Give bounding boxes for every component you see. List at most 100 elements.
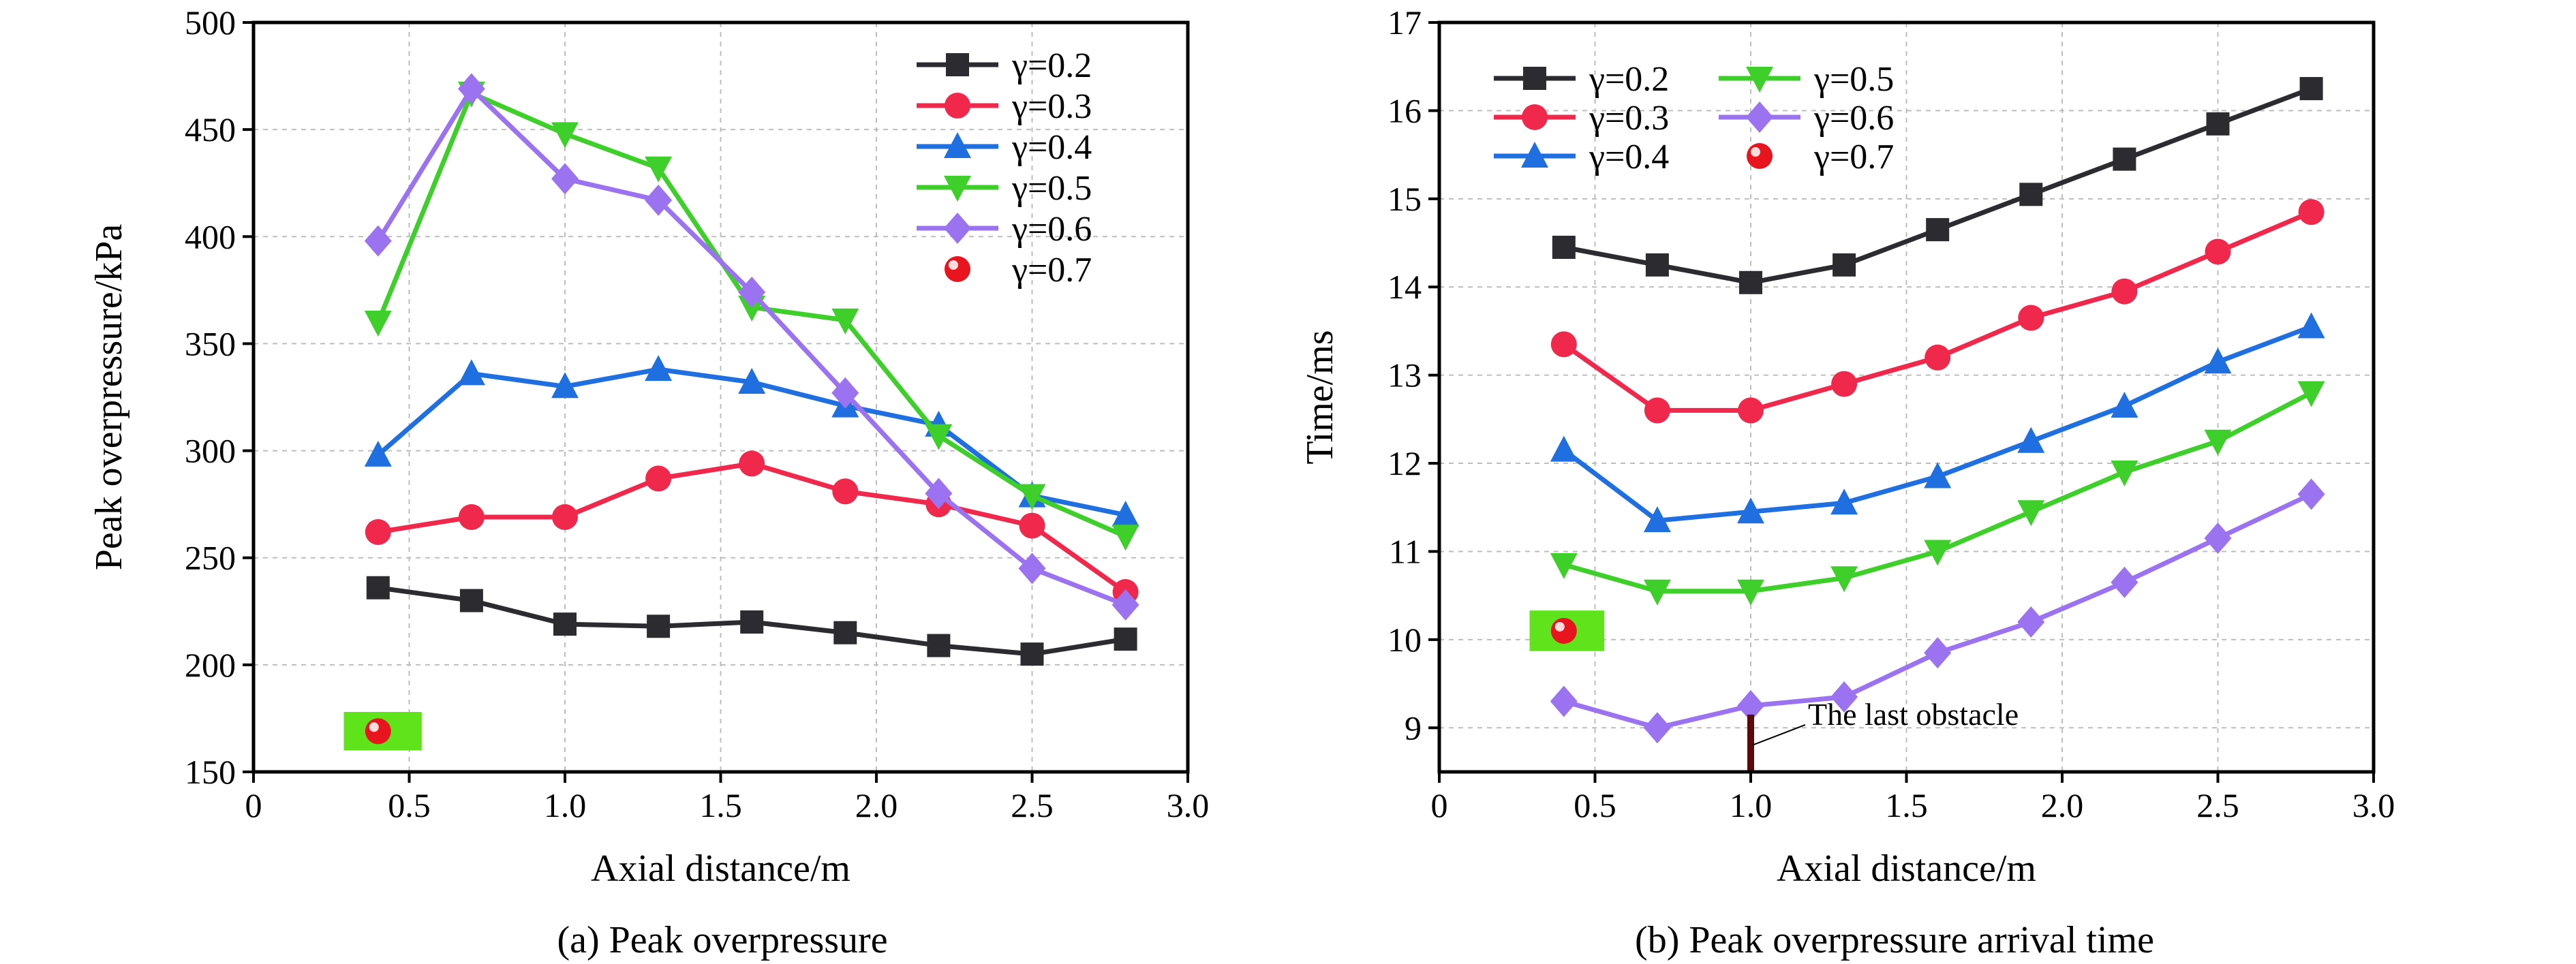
data-point — [2111, 566, 2138, 598]
data-point — [831, 308, 859, 335]
data-point — [2113, 147, 2136, 171]
x-tick-label: 0 — [1431, 786, 1448, 824]
x-tick-label: 2.5 — [1011, 786, 1054, 824]
data-point — [1550, 435, 1578, 462]
y-tick-label: 250 — [185, 539, 236, 577]
y-tick-label: 9 — [1405, 709, 1422, 747]
data-point — [1550, 617, 1577, 644]
data-point — [1114, 627, 1137, 651]
data-point — [2111, 391, 2138, 418]
data-point — [2299, 77, 2323, 101]
caption-panel-b: (b) Peak overpressure arrival time — [1635, 919, 2154, 961]
x-tick-label: 3.0 — [2352, 786, 2395, 824]
x-axis-label: Axial distance/m — [1777, 848, 2036, 890]
y-tick-label: 150 — [185, 753, 236, 791]
data-point — [1833, 253, 1856, 277]
data-point — [1111, 589, 1139, 621]
data-point — [364, 225, 392, 257]
data-point — [457, 73, 485, 105]
series-0-6 — [1550, 478, 2325, 744]
data-point — [2204, 347, 2232, 374]
data-point — [2205, 238, 2231, 265]
legend-item-0-5: γ=0.5 — [917, 169, 1092, 208]
data-point — [1644, 397, 1670, 424]
legend-marker — [944, 176, 971, 202]
x-tick-label: 2.5 — [2196, 786, 2239, 824]
x-tick-label: 2.0 — [2041, 786, 2084, 824]
series-0-4 — [1550, 312, 2325, 533]
data-point — [1018, 484, 1046, 510]
legend-label: γ=0.2 — [1011, 46, 1092, 85]
data-point — [1550, 685, 1578, 717]
data-point — [833, 621, 857, 644]
legend-item-0-6: γ=0.6 — [1719, 99, 1894, 138]
data-point — [365, 718, 391, 745]
x-tick-label: 2.0 — [855, 786, 898, 824]
data-point — [1925, 344, 1951, 371]
series-line — [1563, 86, 2312, 285]
data-point — [553, 612, 577, 636]
data-point — [2019, 183, 2043, 206]
y-tick-label: 15 — [1387, 180, 1422, 218]
data-point — [1737, 497, 1764, 524]
y-axis-label: Time/ms — [1299, 330, 1341, 464]
chart-panel-peak-overpressure: 0 0.5 1.0 1.5 2.0 2.5 3.0 150 200 250 300 350 400 450… — [88, 3, 1209, 890]
x-tick-label: 3.0 — [1167, 786, 1210, 824]
legend-item-0-3: γ=0.3 — [1494, 99, 1669, 138]
data-point — [551, 163, 579, 195]
legend-marker — [945, 256, 970, 282]
data-point — [739, 450, 765, 477]
legend-marker — [1521, 142, 1548, 168]
legend-label: γ=0.7 — [1813, 138, 1894, 176]
legend-label: γ=0.3 — [1011, 87, 1092, 126]
data-point — [1643, 579, 1671, 606]
data-point — [927, 634, 951, 657]
y-tick-label: 11 — [1389, 532, 1422, 570]
legend-item-0-5: γ=0.5 — [1719, 60, 1894, 99]
data-point — [1550, 553, 1578, 579]
data-point — [1737, 689, 1764, 721]
data-point — [645, 465, 672, 492]
data-point — [2018, 305, 2044, 331]
legend-marker — [1747, 143, 1773, 169]
legend-marker — [946, 53, 969, 76]
legend: γ=0.2γ=0.3γ=0.4 γ=0.5γ=0.6γ=0.7 — [1494, 60, 1894, 176]
series-0-7 — [1550, 617, 1577, 644]
data-point — [1645, 253, 1669, 277]
series-line — [1562, 210, 2312, 413]
data-point — [551, 372, 579, 399]
legend-label: γ=0.6 — [1813, 99, 1894, 138]
legend-marker — [1523, 67, 1546, 90]
data-point — [365, 519, 391, 545]
data-point — [2297, 312, 2325, 339]
series-line — [1563, 492, 2313, 730]
data-point — [1111, 525, 1139, 551]
chart-panel-arrival-time: The last obstacle 0 0.5 1.0 1.5 2.0 2.5 3.0 9 10 1… — [1299, 3, 2395, 890]
data-point — [2111, 278, 2138, 305]
data-point — [551, 122, 579, 149]
data-point-highlight — [369, 722, 379, 732]
x-tick-label: 1.5 — [699, 786, 742, 824]
y-axis-label: Peak overpressure/kPa — [88, 224, 130, 571]
legend-marker — [1746, 67, 1773, 93]
series-0-2 — [1552, 77, 2323, 294]
x-axis-label: Axial distance/m — [591, 848, 850, 890]
data-point — [2298, 199, 2325, 226]
data-point — [831, 377, 859, 409]
data-point — [1020, 642, 1044, 666]
data-point — [1552, 236, 1576, 259]
series-0-6 — [364, 73, 1139, 621]
series-0-7 — [365, 718, 391, 745]
annotation-leader — [1751, 724, 1806, 746]
data-point — [2017, 606, 2045, 638]
x-tick-label: 1.0 — [1730, 786, 1773, 824]
legend-label: γ=0.5 — [1011, 169, 1092, 208]
legend-item-0-7: γ=0.7 — [945, 251, 1092, 290]
y-tick-label: 500 — [185, 3, 236, 42]
legend-label: γ=0.2 — [1589, 60, 1669, 99]
data-point — [2017, 426, 2045, 453]
legend-item-0-7: γ=0.7 — [1747, 138, 1894, 176]
data-point — [2017, 500, 2045, 527]
data-point — [925, 478, 953, 510]
legend-item-0-2: γ=0.2 — [1494, 60, 1669, 99]
